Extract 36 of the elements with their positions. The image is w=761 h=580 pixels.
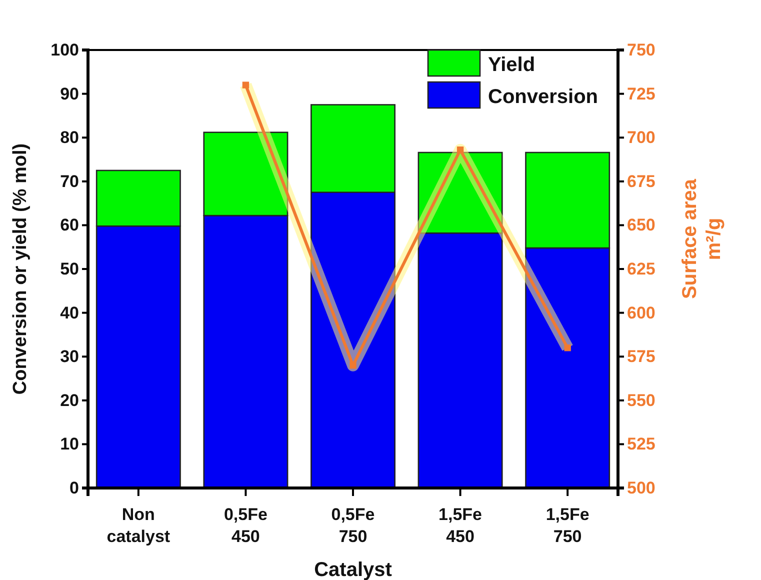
- x-tick-label: 0,5Fe 450: [224, 505, 268, 546]
- x-tick-label: 1,5Fe 450: [438, 505, 482, 546]
- y2-axis-title: Surface area m²/g: [679, 178, 725, 300]
- y2-tick-label: 500: [627, 478, 656, 498]
- y2-tick-label: 600: [627, 303, 656, 322]
- y-tick-label: 100: [50, 40, 79, 60]
- y-tick-label: 20: [60, 390, 79, 410]
- point: [564, 344, 571, 352]
- y-tick-label: 60: [60, 216, 79, 235]
- x-tick-label: 1,5Fe 750: [546, 505, 590, 546]
- y2-tick-label: 525: [627, 434, 656, 454]
- y2-tick-label: 700: [627, 128, 656, 148]
- y-tick-label: 70: [60, 172, 79, 191]
- y-tick-label: 40: [60, 303, 79, 322]
- legend-label: Yield: [488, 54, 536, 76]
- y-tick-label: 0: [70, 478, 79, 498]
- point: [456, 146, 464, 154]
- y2-tick-label: 550: [627, 390, 656, 410]
- y-tick-label: 50: [60, 259, 79, 278]
- y2-tick-label: 625: [627, 259, 656, 278]
- x-tick-label: 0,5Fe 750: [331, 505, 375, 546]
- y-tick-label: 10: [60, 434, 79, 454]
- y-tick-label: 30: [60, 347, 79, 366]
- point: [242, 82, 250, 88]
- x-axis-title: Catalyst: [314, 559, 392, 580]
- x-tick-label: Non catalyst: [106, 505, 170, 546]
- y-axis-title: Conversion or yield (% mol): [10, 143, 31, 395]
- y2-tick-label: 575: [627, 347, 656, 366]
- y2-tick-label: 725: [627, 84, 656, 104]
- y-tick-label: 90: [60, 84, 79, 104]
- y2-tick-label: 750: [627, 40, 656, 60]
- point: [350, 362, 356, 369]
- y-tick-label: 80: [60, 128, 79, 148]
- legend-label: Conversion: [488, 86, 598, 108]
- y2-tick-label: 675: [627, 172, 656, 191]
- y2-tick-label: 650: [627, 216, 656, 235]
